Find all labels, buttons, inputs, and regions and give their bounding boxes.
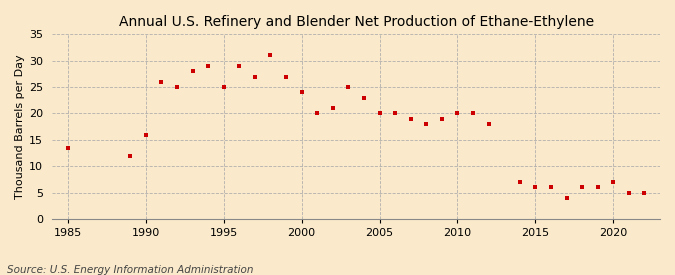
Point bbox=[218, 85, 229, 89]
Point bbox=[592, 185, 603, 189]
Title: Annual U.S. Refinery and Blender Net Production of Ethane-Ethylene: Annual U.S. Refinery and Blender Net Pro… bbox=[119, 15, 594, 29]
Point bbox=[437, 117, 448, 121]
Point bbox=[202, 64, 213, 68]
Point bbox=[171, 85, 182, 89]
Point bbox=[452, 111, 463, 116]
Point bbox=[358, 95, 369, 100]
Point bbox=[156, 79, 167, 84]
Point bbox=[530, 185, 541, 189]
Point bbox=[234, 64, 245, 68]
Point bbox=[374, 111, 385, 116]
Point bbox=[265, 53, 276, 58]
Point bbox=[624, 190, 634, 195]
Y-axis label: Thousand Barrels per Day: Thousand Barrels per Day bbox=[15, 54, 25, 199]
Point bbox=[421, 122, 432, 126]
Point bbox=[514, 180, 525, 184]
Point bbox=[405, 117, 416, 121]
Point bbox=[296, 90, 307, 95]
Point bbox=[281, 74, 292, 79]
Point bbox=[576, 185, 587, 189]
Point bbox=[63, 145, 74, 150]
Point bbox=[312, 111, 323, 116]
Point bbox=[561, 196, 572, 200]
Point bbox=[639, 190, 650, 195]
Text: Source: U.S. Energy Information Administration: Source: U.S. Energy Information Administ… bbox=[7, 265, 253, 275]
Point bbox=[250, 74, 261, 79]
Point bbox=[608, 180, 619, 184]
Point bbox=[468, 111, 479, 116]
Point bbox=[140, 132, 151, 137]
Point bbox=[545, 185, 556, 189]
Point bbox=[483, 122, 494, 126]
Point bbox=[343, 85, 354, 89]
Point bbox=[187, 69, 198, 73]
Point bbox=[125, 153, 136, 158]
Point bbox=[327, 106, 338, 110]
Point bbox=[389, 111, 400, 116]
